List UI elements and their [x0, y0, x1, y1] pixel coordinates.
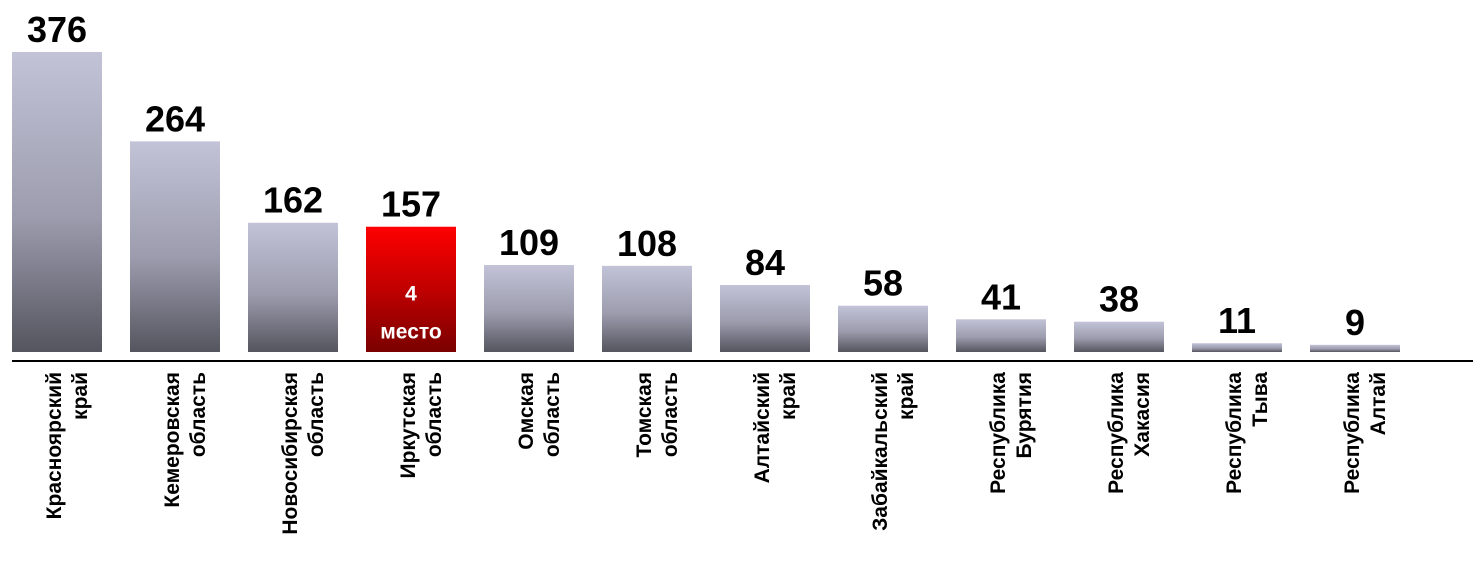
category-label-11-line-1: Алтай — [1367, 372, 1390, 435]
category-label-1: Кемеровская область — [161, 372, 210, 508]
category-label-9-line-0: Республика — [1105, 372, 1128, 494]
bar-10 — [1192, 343, 1282, 352]
category-label-6-line-0: Алтайский — [751, 372, 774, 483]
category-label-4-line-1: область — [541, 372, 564, 457]
category-label-8-line-0: Республика — [987, 372, 1010, 494]
category-label-3: Иркутская область — [397, 372, 446, 479]
category-label-7: Забайкальский край — [869, 372, 918, 531]
category-label-9: Республика Хакасия — [1105, 372, 1154, 494]
value-labels-group: 376 264 162 157 109 108 84 58 41 38 11 9 — [27, 9, 1365, 343]
value-label-1: 264 — [145, 98, 205, 139]
category-label-11: Республика Алтай — [1341, 372, 1390, 494]
bar-3 — [366, 226, 456, 352]
bar-4 — [484, 265, 574, 352]
bar-11 — [1310, 344, 1400, 352]
value-label-6: 84 — [745, 242, 785, 283]
highlight-label-line-1: место — [380, 321, 441, 344]
value-label-4: 109 — [499, 222, 559, 263]
value-label-2: 162 — [263, 180, 323, 221]
category-label-10: Республика Тыва — [1223, 372, 1272, 494]
value-label-11: 9 — [1345, 302, 1365, 343]
category-label-8-line-1: Бурятия — [1013, 372, 1036, 458]
category-label-2-line-1: область — [305, 372, 328, 457]
bar-2 — [248, 222, 338, 352]
value-label-3: 157 — [381, 184, 441, 225]
category-label-0-line-1: край — [69, 372, 92, 420]
category-label-0: Красноярский край — [43, 372, 92, 519]
value-label-0: 376 — [27, 9, 87, 50]
category-label-11-line-0: Республика — [1341, 372, 1364, 494]
category-label-1-line-0: Кемеровская — [161, 372, 184, 508]
category-label-4: Омская область — [515, 372, 564, 457]
bar-8 — [956, 319, 1046, 352]
bar-6 — [720, 284, 810, 352]
category-label-8: Республика Бурятия — [987, 372, 1036, 494]
category-label-7-line-0: Забайкальский — [869, 372, 892, 531]
category-label-2-line-0: Новосибирская — [279, 372, 302, 535]
bar-1 — [130, 141, 220, 352]
category-label-4-line-0: Омская — [515, 372, 538, 450]
category-labels-group: Красноярский край Кемеровская область Новоси… — [43, 372, 1390, 535]
category-label-5-line-1: область — [659, 372, 682, 457]
category-label-10-line-0: Республика — [1223, 372, 1246, 494]
category-label-0-line-0: Красноярский — [43, 372, 66, 519]
category-label-5: Томская область — [633, 372, 682, 458]
category-label-9-line-1: Хакасия — [1131, 372, 1154, 457]
highlight-label-line-0: 4 — [405, 283, 417, 306]
value-label-10: 11 — [1218, 300, 1256, 341]
category-label-2: Новосибирская область — [279, 372, 328, 535]
category-label-5-line-0: Томская — [633, 372, 656, 457]
category-label-7-line-1: край — [895, 372, 918, 420]
category-label-1-line-1: область — [187, 372, 210, 457]
category-label-3-line-0: Иркутская — [397, 372, 420, 479]
bar-5 — [602, 265, 692, 352]
category-label-6-line-1: край — [777, 372, 800, 420]
value-label-7: 58 — [863, 263, 903, 304]
category-label-10-line-1: Тыва — [1249, 372, 1272, 427]
category-label-6: Алтайский край — [751, 372, 800, 483]
bar-9 — [1074, 321, 1164, 352]
value-label-8: 41 — [981, 276, 1021, 317]
category-label-3-line-1: область — [423, 372, 446, 457]
highlight-group: 4 место — [380, 283, 441, 344]
value-label-5: 108 — [617, 223, 677, 264]
bars-group — [12, 52, 1400, 352]
value-label-9: 38 — [1099, 279, 1139, 320]
bar-0 — [12, 52, 102, 352]
bar-7 — [838, 305, 928, 352]
